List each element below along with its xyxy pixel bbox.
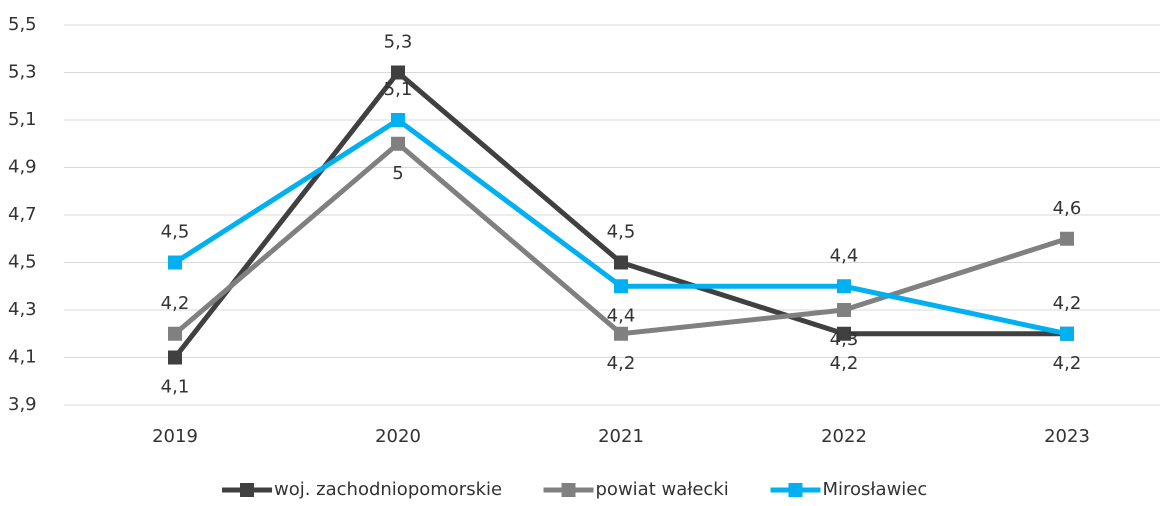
y-tick-label: 4,3 (8, 299, 37, 320)
marker (168, 255, 182, 270)
y-tick-label: 4,9 (8, 157, 37, 178)
data-label: 4,5 (607, 222, 636, 243)
legend-label: woj. zachodniopomorskie (274, 479, 502, 500)
marker (614, 326, 628, 341)
data-label: 4,2 (161, 293, 190, 314)
y-tick-label: 5,1 (8, 109, 37, 130)
marker (391, 136, 405, 151)
marker (614, 255, 628, 270)
data-label: 4,2 (607, 353, 636, 374)
data-label: 4,6 (1053, 198, 1082, 219)
y-tick-label: 5,5 (8, 14, 37, 35)
data-label: 5,1 (384, 79, 413, 100)
data-label: 4,2 (1053, 353, 1082, 374)
data-label: 4,2 (1053, 293, 1082, 314)
data-label: 5 (392, 163, 403, 184)
marker (1060, 326, 1074, 341)
x-tick-label: 2019 (152, 426, 198, 447)
legend-marker (240, 483, 254, 497)
x-tick-label: 2023 (1044, 426, 1090, 447)
legend-marker (561, 483, 576, 497)
marker (1060, 231, 1074, 246)
x-tick-label: 2020 (375, 426, 421, 447)
data-label: 5,3 (384, 32, 413, 53)
y-tick-label: 4,1 (8, 347, 37, 368)
y-tick-label: 4,5 (8, 252, 37, 273)
data-label: 4,4 (830, 245, 859, 266)
y-tick-label: 5,3 (8, 62, 37, 83)
data-label: 4,2 (830, 353, 859, 374)
legend-label: Mirosławiec (823, 479, 928, 500)
marker (168, 326, 182, 341)
marker (837, 326, 851, 341)
data-label: 4,1 (161, 377, 190, 398)
x-tick-label: 2022 (821, 426, 867, 447)
marker (837, 279, 851, 294)
marker (837, 303, 851, 317)
y-tick-label: 4,7 (8, 204, 37, 225)
data-label: 4,5 (161, 222, 190, 243)
legend-marker (788, 483, 803, 497)
marker (391, 113, 405, 127)
y-tick-label: 3,9 (8, 394, 37, 415)
marker (614, 279, 628, 294)
marker (391, 65, 405, 80)
x-tick-label: 2021 (598, 426, 644, 447)
marker (168, 350, 182, 365)
legend-label: powiat wałecki (596, 479, 729, 500)
data-label: 4,3 (830, 329, 859, 350)
data-label: 4,4 (607, 305, 636, 326)
